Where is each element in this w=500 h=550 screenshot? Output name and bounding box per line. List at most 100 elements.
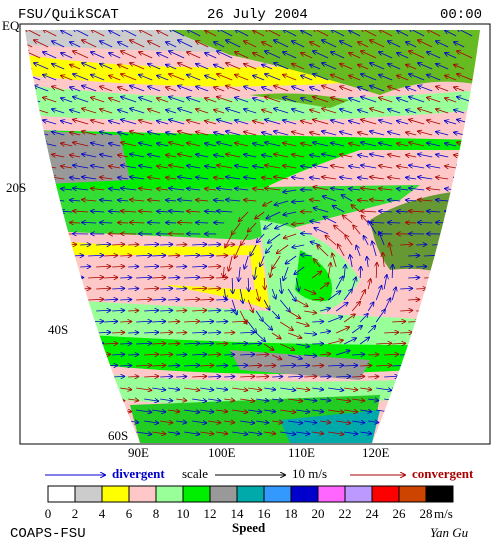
wind-arrow bbox=[118, 200, 129, 201]
wind-arrow bbox=[279, 299, 290, 312]
wind-arrow bbox=[440, 343, 453, 344]
wind-arrow bbox=[229, 255, 233, 271]
wind-arrow bbox=[64, 310, 76, 311]
wind-arrow bbox=[148, 222, 161, 223]
wind-arrow bbox=[253, 98, 265, 103]
wind-arrow bbox=[112, 310, 124, 311]
wind-arrow bbox=[301, 255, 313, 256]
wind-arrow bbox=[43, 30, 57, 37]
wind-arrow bbox=[169, 211, 185, 212]
wind-arrow bbox=[263, 299, 269, 310]
wind-arrow bbox=[205, 121, 217, 125]
wind-arrow bbox=[100, 109, 113, 114]
wind-arrow bbox=[358, 132, 369, 135]
wind-arrow bbox=[352, 399, 364, 401]
wind-arrow bbox=[274, 154, 289, 158]
wind-arrow bbox=[52, 86, 65, 92]
wind-arrow bbox=[427, 75, 441, 81]
wind-arrow bbox=[232, 222, 241, 234]
colorbar-bin bbox=[236, 485, 265, 503]
wind-arrow bbox=[472, 342, 480, 345]
wind-arrow bbox=[232, 410, 247, 412]
wind-arrow bbox=[400, 288, 412, 289]
wind-arrow bbox=[310, 221, 321, 223]
wind-arrow bbox=[418, 222, 433, 223]
wind-arrow bbox=[400, 421, 412, 423]
wind-arrow bbox=[265, 188, 281, 190]
wind-arrow bbox=[310, 42, 321, 48]
wind-arrow bbox=[262, 110, 273, 114]
wind-arrow bbox=[166, 42, 177, 48]
wind-arrow bbox=[56, 410, 69, 412]
wind-arrow bbox=[397, 53, 409, 59]
wind-arrow bbox=[254, 266, 256, 279]
wind-arrow bbox=[440, 432, 453, 434]
wind-arrow bbox=[56, 388, 69, 390]
wind-arrow bbox=[169, 51, 185, 59]
wind-arrow bbox=[61, 30, 73, 37]
wind-arrow bbox=[418, 177, 433, 179]
wind-arrow bbox=[82, 40, 97, 48]
wind-arrow bbox=[118, 65, 129, 70]
wind-arrow bbox=[268, 233, 281, 243]
wind-arrow bbox=[292, 86, 305, 92]
wind-arrow bbox=[336, 327, 349, 334]
wind-arrow bbox=[34, 40, 49, 48]
wind-arrow bbox=[157, 30, 169, 37]
wind-arrow bbox=[226, 63, 241, 70]
wind-arrow bbox=[436, 64, 449, 70]
wind-arrow bbox=[169, 97, 185, 103]
wind-arrow bbox=[432, 332, 446, 333]
wind-arrow bbox=[52, 222, 65, 223]
wind-arrow bbox=[72, 432, 83, 434]
wind-arrow bbox=[288, 421, 302, 423]
wind-arrow bbox=[295, 299, 308, 306]
wind-arrow bbox=[440, 388, 453, 390]
wind-arrow bbox=[376, 263, 377, 279]
wind-arrow bbox=[80, 244, 90, 245]
wind-arrow bbox=[344, 365, 357, 366]
wind-arrow bbox=[262, 132, 273, 135]
wind-arrow bbox=[283, 211, 297, 215]
wind-arrow bbox=[196, 154, 209, 157]
wind-arrow bbox=[296, 410, 309, 412]
wind-arrow bbox=[166, 110, 177, 114]
wind-vectors bbox=[25, 30, 480, 434]
wind-arrow bbox=[216, 365, 227, 366]
wind-arrow bbox=[32, 399, 42, 401]
wind-arrow bbox=[457, 188, 473, 190]
wind-arrow bbox=[80, 399, 90, 401]
wind-arrow bbox=[178, 131, 193, 136]
wind-arrow bbox=[272, 354, 281, 359]
wind-arrow bbox=[287, 288, 296, 301]
wind-arrow bbox=[88, 299, 103, 300]
wind-arrow bbox=[208, 332, 220, 333]
wind-arrow bbox=[176, 399, 186, 401]
wind-arrow bbox=[409, 74, 425, 81]
wind-arrow bbox=[358, 87, 369, 92]
wind-arrow bbox=[176, 310, 186, 311]
wind-arrow bbox=[464, 266, 474, 267]
wind-arrow bbox=[416, 310, 426, 311]
colorbar-label: 20 bbox=[312, 506, 325, 521]
wind-arrow bbox=[319, 283, 328, 290]
wind-arrow bbox=[323, 196, 337, 202]
wind-arrow bbox=[349, 30, 361, 37]
wind-arrow bbox=[266, 211, 281, 219]
wind-arrow bbox=[235, 188, 249, 190]
wind-arrow bbox=[349, 98, 361, 103]
wind-arrow bbox=[272, 376, 282, 377]
wind-arrow bbox=[464, 310, 474, 311]
wind-arrow bbox=[248, 410, 261, 412]
wind-arrow bbox=[109, 75, 121, 81]
wind-arrow bbox=[275, 222, 289, 229]
wind-arrow bbox=[262, 65, 273, 70]
wind-arrow bbox=[349, 143, 361, 146]
wind-arrow bbox=[406, 42, 417, 48]
wind-arrow bbox=[160, 310, 172, 311]
wind-arrow bbox=[370, 86, 385, 92]
wind-arrow bbox=[148, 86, 161, 92]
wind-arrow bbox=[409, 188, 425, 190]
wind-arrow bbox=[283, 30, 297, 37]
wind-arrow bbox=[271, 310, 279, 318]
